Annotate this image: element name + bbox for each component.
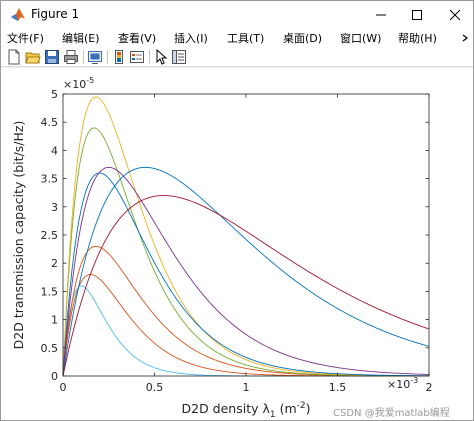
- series-line-9: [62, 195, 430, 377]
- y-exponent-power: -5: [86, 76, 94, 85]
- minimize-icon: [376, 14, 386, 16]
- link-plot-icon[interactable]: [87, 49, 103, 65]
- watermark: CSDN @我爱matlab编程: [333, 408, 450, 419]
- y-tick-label: 5: [51, 88, 58, 101]
- new-figure-icon[interactable]: [6, 49, 22, 65]
- y-tick-label: 0.5: [41, 342, 59, 355]
- save-icon[interactable]: [44, 49, 60, 65]
- title-bar[interactable]: Figure 1: [1, 1, 473, 29]
- x-exponent-power: -3: [410, 376, 418, 385]
- y-tick-label: 2: [51, 257, 58, 270]
- x-tick-label: 1.5: [329, 381, 347, 394]
- series-line-7: [62, 166, 430, 377]
- series-line-3: [62, 245, 429, 377]
- minimize-button[interactable]: [363, 1, 399, 29]
- y-axis-label: D2D transmission capacity (bit/s/Hz): [11, 121, 26, 350]
- menu-edit[interactable]: 编辑(E): [62, 32, 100, 45]
- y-tick-label: 3: [51, 201, 58, 214]
- menu-file[interactable]: 文件(F): [7, 32, 44, 45]
- maximize-button[interactable]: [399, 1, 435, 29]
- x-label-unit-superscript: -2: [297, 401, 306, 411]
- chevron-right-icon: [462, 34, 468, 42]
- y-tick-label: 4: [51, 144, 58, 157]
- y-tick-label: 3.5: [41, 173, 59, 186]
- x-tick-label: 2: [426, 381, 433, 394]
- open-file-icon[interactable]: [25, 49, 41, 65]
- matlab-logo-icon: [11, 8, 25, 21]
- x-label-subscript: 1: [270, 410, 276, 420]
- y-tick-label: 1: [51, 314, 58, 327]
- menu-overflow-button[interactable]: [457, 29, 473, 47]
- x-label-unit-close: ): [306, 401, 311, 416]
- x-tick-label: 1: [243, 381, 250, 394]
- menu-view[interactable]: 查看(V): [118, 32, 157, 45]
- menu-tools[interactable]: 工具(T): [227, 32, 265, 45]
- series-line-8: [62, 166, 430, 377]
- x-axis-exponent: ×10-3: [387, 376, 418, 391]
- x-tick-label: 0.5: [146, 381, 164, 394]
- toolbar-separator: [107, 50, 108, 64]
- line-chart[interactable]: 0 0.5 1 1.5 200.511.522.533.544.55 ×10-5 ×10…: [1, 68, 473, 420]
- insert-legend-icon[interactable]: [129, 49, 145, 65]
- y-axis-exponent: ×10-5: [63, 76, 94, 91]
- toolbar-separator: [83, 50, 84, 64]
- x-axis-label: D2D density λ1 (m-2): [181, 401, 310, 420]
- x-tick-label: 0: [60, 381, 67, 394]
- edit-plot-arrow-icon[interactable]: [153, 49, 169, 65]
- x-label-text: D2D density λ: [181, 401, 270, 416]
- window-title: Figure 1: [31, 7, 80, 21]
- figure-canvas: 0 0.5 1 1.5 2 0 0.5 1 1.5 2 2.5 3 3.5 4 4.5 5 ×10-5 ×10…: [1, 68, 473, 420]
- print-icon[interactable]: [63, 49, 79, 65]
- figure-toolbar: [1, 47, 473, 67]
- close-icon: [449, 9, 461, 21]
- menu-window[interactable]: 窗口(W): [340, 32, 382, 45]
- x-exponent-base: ×10: [387, 378, 410, 391]
- axis-ticks: 0 0.5 1 1.5 2 0 0.5 1 1.5 2 2.5 3 3.5 4 4.5 5: [41, 88, 433, 394]
- toolbar-separator: [149, 50, 150, 64]
- menu-insert[interactable]: 插入(I): [174, 32, 208, 45]
- y-exponent-base: ×10: [63, 78, 86, 91]
- x-label-unit-open: (m: [276, 401, 297, 416]
- y-tick-label: 4.5: [41, 116, 59, 129]
- series-line-6: [62, 172, 430, 377]
- series-line-2: [62, 274, 429, 377]
- property-inspector-icon[interactable]: [171, 49, 187, 65]
- maximize-icon: [412, 10, 422, 20]
- menu-help[interactable]: 帮助(H): [398, 32, 437, 45]
- y-tick-label: 1.5: [41, 285, 59, 298]
- series-lines: [62, 96, 430, 377]
- y-tick-label: 0: [51, 370, 58, 383]
- insert-colorbar-icon[interactable]: [111, 49, 127, 65]
- series-line-1: [62, 285, 429, 377]
- y-tick-label: 2.5: [41, 229, 59, 242]
- close-button[interactable]: [437, 1, 473, 29]
- menu-bar: 文件(F) 编辑(E) 查看(V) 插入(I) 工具(T) 桌面(D) 窗口(W…: [1, 29, 473, 47]
- menu-desktop[interactable]: 桌面(D): [283, 32, 323, 45]
